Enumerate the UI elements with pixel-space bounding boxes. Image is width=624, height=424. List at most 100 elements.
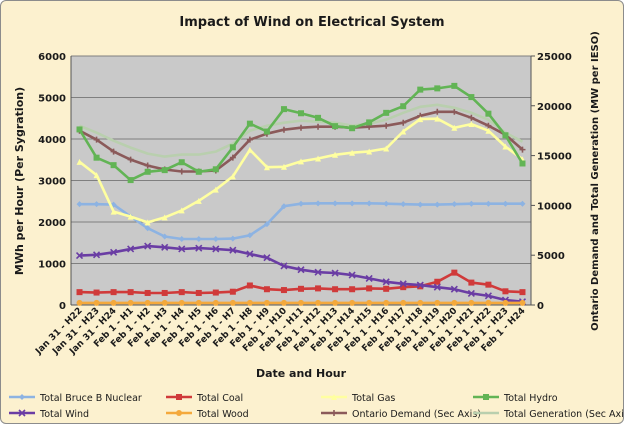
data-point xyxy=(263,254,271,262)
data-point xyxy=(298,200,304,207)
data-point xyxy=(144,289,151,296)
data-point xyxy=(75,252,84,260)
data-point xyxy=(144,168,151,175)
data-point xyxy=(315,299,322,306)
data-point xyxy=(212,186,219,193)
data-point xyxy=(502,132,509,139)
data-point xyxy=(451,299,458,306)
data-point xyxy=(263,164,270,171)
legend-label: Total Hydro xyxy=(503,393,558,404)
data-point xyxy=(433,283,441,291)
data-point xyxy=(178,236,185,243)
data-point xyxy=(383,109,390,116)
data-point xyxy=(76,126,83,133)
y-tick-label: 6000 xyxy=(38,52,66,63)
data-point xyxy=(366,200,373,207)
data-point xyxy=(178,299,185,306)
data-point xyxy=(127,213,134,220)
legend-label: Total Wind xyxy=(39,409,89,420)
data-point xyxy=(127,245,135,253)
data-point xyxy=(315,285,322,292)
legend-item: Total Wind xyxy=(9,409,89,420)
data-point xyxy=(332,200,339,207)
data-point xyxy=(315,114,322,121)
legend-item: Total Hydro xyxy=(473,393,558,404)
data-point xyxy=(76,201,83,208)
legend-marker xyxy=(483,394,489,400)
y-tick-label: 0 xyxy=(59,301,66,312)
legend-label: Total Coal xyxy=(196,393,243,404)
data-point xyxy=(451,124,458,131)
data-point xyxy=(332,286,339,293)
data-point xyxy=(468,121,475,128)
data-point xyxy=(110,162,117,169)
data-point xyxy=(93,299,100,306)
data-point xyxy=(127,177,134,184)
data-point xyxy=(467,289,475,297)
data-point xyxy=(349,149,356,156)
data-point xyxy=(434,278,441,285)
data-point xyxy=(485,299,492,306)
data-point xyxy=(161,214,168,221)
data-point xyxy=(468,279,475,286)
data-point xyxy=(400,299,407,306)
data-point xyxy=(229,144,236,151)
data-point xyxy=(144,242,152,250)
data-point xyxy=(365,274,373,283)
data-point xyxy=(468,299,475,306)
data-point xyxy=(127,156,134,163)
data-point xyxy=(280,299,287,306)
data-point xyxy=(246,232,253,239)
data-point xyxy=(246,282,253,289)
y-tick-label: 5000 xyxy=(38,94,66,105)
data-point xyxy=(383,145,390,152)
data-point xyxy=(212,166,219,173)
data-point xyxy=(212,289,219,296)
data-point xyxy=(349,125,356,132)
data-point xyxy=(298,285,304,292)
legend-marker xyxy=(331,410,337,416)
data-point xyxy=(110,299,117,306)
data-point xyxy=(349,286,356,293)
data-point xyxy=(451,108,458,115)
data-point xyxy=(280,163,287,170)
data-point xyxy=(93,154,100,161)
data-point xyxy=(332,151,339,158)
data-point xyxy=(93,172,100,179)
data-point xyxy=(246,250,254,258)
data-point xyxy=(417,201,424,208)
data-point xyxy=(127,299,134,306)
data-point xyxy=(400,201,407,208)
y-axis-label: MWh per Hour (Per Sygration) xyxy=(13,87,26,275)
y-tick-label: 2000 xyxy=(38,218,66,229)
data-point xyxy=(161,233,168,240)
data-point xyxy=(161,289,168,296)
data-point xyxy=(280,262,288,270)
data-point xyxy=(502,299,509,306)
data-point xyxy=(383,200,390,207)
data-point xyxy=(332,123,339,130)
series-total-generation-sec-axis xyxy=(79,103,524,158)
data-point xyxy=(178,207,185,214)
data-point xyxy=(76,299,83,306)
data-point xyxy=(93,289,100,296)
y-tick-label: 4000 xyxy=(38,135,66,146)
data-point xyxy=(263,221,270,228)
data-point xyxy=(519,200,526,207)
data-point xyxy=(110,208,117,215)
legend-marker xyxy=(176,394,182,400)
legend-item: Total Bruce B Nuclear xyxy=(9,393,142,404)
data-point xyxy=(229,288,236,295)
data-point xyxy=(195,244,203,252)
data-point xyxy=(417,299,424,306)
data-point xyxy=(144,225,151,232)
data-point xyxy=(229,299,236,306)
data-point xyxy=(400,284,407,291)
data-point xyxy=(502,143,509,150)
data-point xyxy=(485,281,492,288)
y2-tick-label: 25000 xyxy=(537,52,572,63)
data-point xyxy=(519,299,526,306)
data-point xyxy=(450,285,458,293)
